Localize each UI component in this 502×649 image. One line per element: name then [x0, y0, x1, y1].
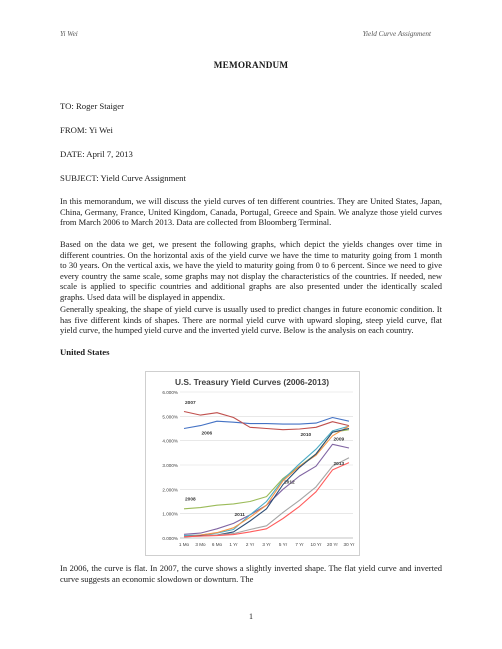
y-tick-label: 0.000% — [162, 536, 178, 541]
series-label-2007: 2007 — [185, 400, 196, 406]
x-tick-label: 30 Yr — [344, 542, 355, 547]
x-tick-label: 1 Mo — [179, 542, 190, 547]
series-line-2007 — [183, 410, 350, 431]
x-tick-label: 3 Mo — [195, 542, 206, 547]
x-tick-label: 10 Yr — [311, 542, 322, 547]
x-tick-label: 5 Yr — [279, 542, 288, 547]
x-tick-label: 20 Yr — [327, 542, 338, 547]
series-line-2008 — [183, 429, 350, 510]
series-label-2009: 2009 — [334, 437, 345, 443]
series-label-2013: 2013 — [334, 461, 345, 467]
body-paragraph-intro: In this memorandum, we will discuss the … — [60, 196, 442, 228]
y-tick-label: 2.000% — [162, 487, 178, 492]
y-tick-label: 1.000% — [162, 512, 178, 517]
section-heading-united-states: United States — [60, 347, 110, 357]
series-line-2009 — [183, 425, 350, 538]
memo-date: DATE: April 7, 2013 — [60, 149, 133, 159]
series-label-2011: 2011 — [235, 512, 246, 518]
us-yield-curve-chart: U.S. Treasury Yield Curves (2006-2013) 0… — [145, 371, 360, 556]
series-line-2006 — [183, 416, 350, 430]
chart-title: U.S. Treasury Yield Curves (2006-2013) — [175, 377, 329, 387]
y-tick-label: 3.000% — [162, 463, 178, 468]
x-tick-label: 6 Mo — [212, 542, 223, 547]
memo-from: FROM: Yi Wei — [60, 125, 113, 135]
series-label-2008: 2008 — [185, 496, 196, 502]
x-tick-label: 2 Yr — [246, 542, 255, 547]
x-tick-label: 7 Yr — [295, 542, 304, 547]
memo-title: MEMORANDUM — [213, 60, 289, 70]
x-tick-label: 1 Yr — [229, 542, 238, 547]
page-number: 1 — [249, 612, 253, 621]
y-tick-label: 5.000% — [162, 414, 178, 419]
series-label-2012: 2012 — [284, 479, 295, 485]
memo-to: TO: Roger Staiger — [60, 101, 125, 111]
series-label-2010: 2010 — [301, 432, 312, 438]
y-tick-label: 4.000% — [162, 439, 178, 444]
x-tick-label: 3 Yr — [262, 542, 271, 547]
series-line-2012 — [183, 457, 350, 538]
body-paragraph-us-analysis: In 2006, the curve is flat. In 2007, the… — [60, 563, 442, 584]
series-line-2013 — [183, 462, 350, 538]
body-paragraph-graphs: Based on the data we get, we present the… — [60, 239, 442, 302]
y-tick-label: 6.000% — [162, 390, 178, 395]
header-author: Yi Wei — [60, 30, 78, 38]
series-label-2006: 2006 — [202, 431, 213, 437]
header-assignment: Yield Curve Assignment — [362, 30, 431, 38]
body-paragraph-shapes: Generally speaking, the shape of yield c… — [60, 304, 442, 336]
memo-subject: SUBJECT: Yield Curve Assignment — [60, 173, 186, 183]
